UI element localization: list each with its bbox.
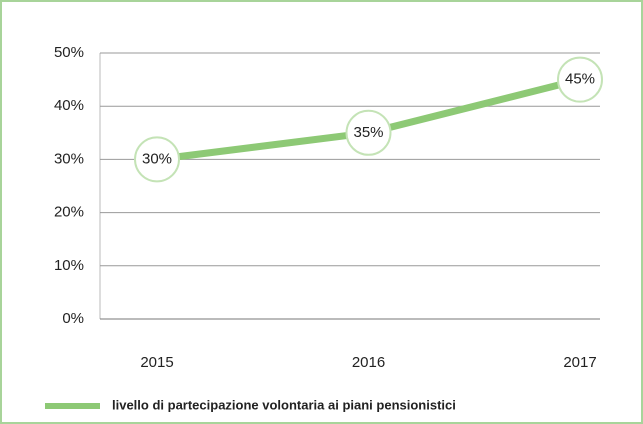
y-tick-label: 20% <box>54 204 84 221</box>
y-tick-label: 40% <box>54 97 84 114</box>
data-label: 30% <box>142 150 172 167</box>
x-tick-label: 2015 <box>140 354 173 371</box>
x-tick-label: 2017 <box>563 354 596 371</box>
data-label: 45% <box>565 71 595 88</box>
y-tick-label: 10% <box>54 257 84 274</box>
data-point <box>134 136 180 183</box>
y-tick-label: 50% <box>54 44 84 61</box>
legend-text: livello di partecipazione volontaria ai … <box>112 397 456 412</box>
x-tick-label: 2016 <box>352 354 385 371</box>
data-label: 35% <box>353 124 383 141</box>
y-tick-label: 30% <box>54 150 84 167</box>
data-point <box>557 56 603 103</box>
y-tick-label: 0% <box>62 310 84 327</box>
data-point <box>345 109 392 156</box>
